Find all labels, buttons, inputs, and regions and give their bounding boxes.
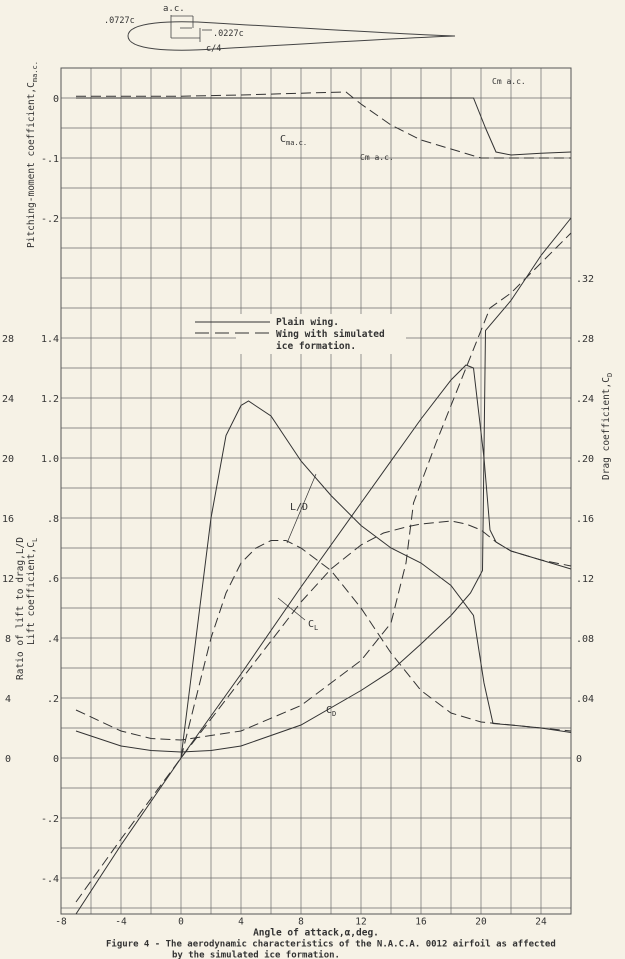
ld-tick-label: 28 [2,334,14,345]
ld-pointer [286,473,317,544]
cd-tick-label: .12 [576,574,594,585]
x-tick-label: 16 [415,917,427,928]
ld-tick-label: 4 [5,694,11,705]
series-ld-solid [180,400,572,759]
caption-line-2: by the simulated ice formation. [172,950,340,959]
ld-tick-label: 8 [5,634,11,645]
caption-line-1: Figure 4 - The aerodynamic characteristi… [106,939,556,950]
cl-tick-label: .2 [47,694,59,705]
x-tick-label: 20 [475,917,487,928]
cd-tick-label: .04 [576,694,594,705]
cm-curve-label: Cma.c. [280,134,307,147]
vertical-offset-label: .0727c [104,16,135,26]
series-cmac-solid [76,97,572,156]
ld-tick-label: 0 [5,754,11,765]
legend-ice-wing-line2: ice formation. [276,341,356,352]
cl-tick-label: .6 [47,574,59,585]
cm-ice-series-label: Cm a.c. [360,153,394,162]
legend-plain-wing: Plain wing. [276,317,339,328]
cl-tick-label: -.2 [41,814,59,825]
cl-axis-label: Lift coefficient,CL [26,538,39,645]
x-tick-label: -4 [115,917,127,928]
cm-axis-label: Pitching-moment coefficient,Cma.c. [26,61,39,248]
cm-tick-label: -.2 [41,214,59,225]
cm-tick-label: 0 [53,94,59,105]
cd-tick-label: 0 [576,754,582,765]
series-cmac-dashed [76,91,571,159]
ld-tick-label: 16 [2,514,14,525]
cm-tick-label: -.1 [41,154,59,165]
cm-plain-series-label: Cm a.c. [492,77,526,86]
tick-labels: -8 -4 0 4 8 12 16 20 240-.1-.21.41.21.0.8.6.4.20… [2,94,594,928]
airfoil-outline [127,21,456,51]
x-axis-label: Angle of attack,α,deg. [253,928,379,939]
series-cl-solid [75,364,572,915]
cd-tick-label: .16 [576,514,594,525]
cd-curve-label: CD [326,705,336,718]
ld-tick-label: 20 [2,454,14,465]
curve-labels: L/D CL CD Cma.c. Cm a.c. Cm a.c. [277,77,526,718]
ld-tick-label: 12 [2,574,14,585]
cd-tick-label: .08 [576,634,594,645]
x-tick-label: 8 [298,917,304,928]
ld-curve-label: L/D [290,502,308,513]
legend: Plain wing. Wing with simulated ice form… [195,314,406,354]
x-tick-label: 4 [238,917,244,928]
ac-label: a.c. [163,4,185,14]
ld-tick-label: 24 [2,394,14,405]
x-tick-label: 0 [178,917,184,928]
cd-tick-label: .28 [576,334,594,345]
x-tick-label: -8 [55,917,67,928]
cl-tick-label: .4 [47,634,59,645]
plot-frame [60,67,572,915]
cl-curve-label: CL [308,619,318,632]
cl-pointer [277,597,306,621]
legend-ice-wing: Wing with simulated [276,329,385,340]
cd-tick-label: .20 [576,454,594,465]
x-tick-label: 12 [355,917,366,928]
ld-axis-label: Ratio of lift to drag,L/D [15,537,26,680]
quarter-chord-label: c/4 [206,44,221,54]
cl-tick-label: 1.2 [41,394,59,405]
horizontal-offset-label: .0227c [213,29,244,39]
x-tick-label: 24 [535,917,547,928]
cd-tick-label: .24 [576,394,594,405]
series-cd-dashed [75,232,572,741]
cl-tick-label: 1.4 [41,334,59,345]
cl-tick-label: 0 [53,754,59,765]
series-cd-solid [75,217,572,753]
cd-tick-label: .32 [576,274,594,285]
series-cl-dashed [75,520,572,903]
airfoil-diagram: a.c. .0727c .0227c c/4 [104,4,456,54]
curves [75,91,572,915]
legend-background [236,314,406,354]
cl-tick-label: 1.0 [41,454,59,465]
grid [60,67,572,914]
series-ld-dashed [180,540,572,759]
cl-tick-label: -.4 [41,874,59,885]
cl-tick-label: .8 [47,514,59,525]
cd-axis-label: Drag coefficient,CD [601,373,614,480]
